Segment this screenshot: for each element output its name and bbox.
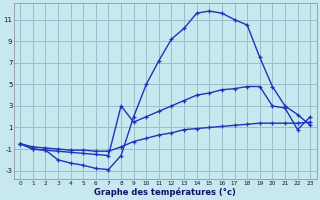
X-axis label: Graphe des températures (°c): Graphe des températures (°c) bbox=[94, 187, 236, 197]
